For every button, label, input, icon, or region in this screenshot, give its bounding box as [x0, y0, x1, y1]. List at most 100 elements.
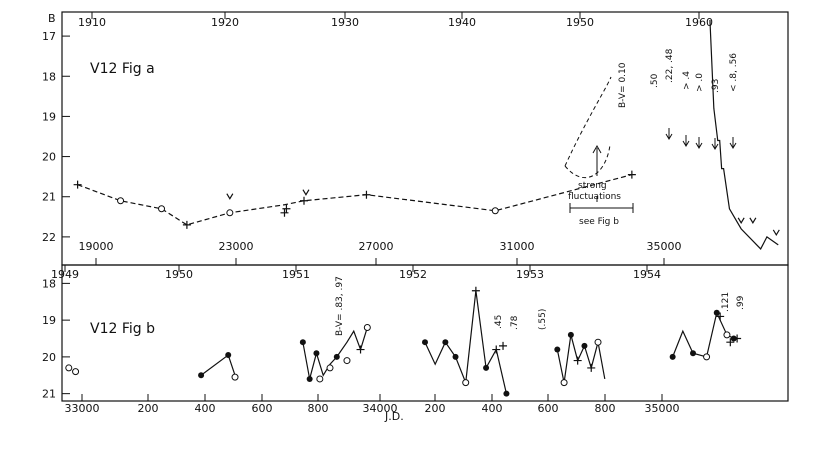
y-tick-label: 21 — [42, 191, 56, 204]
filled-dot-point — [299, 339, 306, 346]
jd-tick-label: 27000 — [359, 240, 394, 253]
open-circle-point — [363, 323, 371, 331]
open-circle-point — [462, 379, 470, 387]
y-tick-label: 20 — [42, 351, 56, 364]
filled-dot-point — [442, 339, 449, 346]
year-tick-label: 1949 — [51, 268, 79, 281]
plus-point — [280, 208, 289, 217]
y-tick-label: 18 — [42, 70, 56, 83]
year-tick-label: 1910 — [78, 16, 106, 29]
bv-label-b: (.55) — [538, 309, 548, 330]
light-curve-line — [556, 334, 606, 383]
jd-tick-label: 600 — [252, 402, 273, 415]
filled-dot-point — [422, 339, 428, 346]
y-tick-label: 19 — [42, 110, 56, 123]
year-tick-label: 1920 — [211, 16, 239, 29]
bv-label-a: < .8, .56 — [729, 53, 739, 92]
filled-dot-point — [567, 331, 574, 338]
filled-dot-point — [690, 350, 697, 357]
year-tick-label: 1950 — [165, 268, 193, 281]
plus-point — [300, 196, 308, 205]
jd-tick-label: 31000 — [500, 240, 535, 253]
open-circle-point — [316, 375, 324, 383]
jd-tick-label: 800 — [308, 402, 329, 415]
filled-dot-point — [313, 350, 320, 357]
y-tick-label: 19 — [42, 314, 56, 327]
jd-tick-label: 400 — [482, 402, 503, 415]
jd-tick-label: 34000 — [363, 402, 398, 415]
plus-point — [492, 345, 501, 354]
fig-a-ylabel: B — [48, 12, 56, 25]
upper-limit-point — [749, 217, 757, 224]
bv-arrow-a — [711, 138, 719, 150]
bv-label-b: .45 — [494, 315, 504, 329]
open-circle-point — [65, 364, 73, 372]
fig-b-frame — [61, 264, 789, 402]
year-tick-label: 1952 — [399, 268, 427, 281]
fig-b-title: V12 Fig b — [90, 321, 155, 337]
year-tick-label: 1930 — [331, 16, 359, 29]
filled-dot-point — [333, 353, 340, 360]
bv-label-b: .121 — [721, 292, 731, 312]
open-circle-point — [231, 373, 239, 381]
jd-tick-label: 19000 — [79, 240, 114, 253]
plus-point — [471, 286, 480, 295]
bv-label-b: .78 — [510, 315, 520, 330]
fig-a-frame — [61, 11, 789, 266]
light-curve-line — [200, 354, 236, 376]
plus-point — [627, 170, 636, 179]
y-tick-label: 18 — [42, 277, 56, 290]
open-circle-point — [158, 205, 166, 213]
open-circle-point — [117, 197, 125, 205]
bv-arrow-a — [665, 128, 673, 140]
bv-arrow-a — [695, 137, 703, 149]
upper-limit-point — [772, 229, 780, 237]
light-curve-line — [77, 174, 633, 226]
plus-point — [573, 356, 582, 365]
fluctuations-label: strong fluctuations — [568, 181, 621, 202]
filled-dot-point — [503, 390, 510, 397]
see-fig-b-label: see Fig b — [579, 217, 619, 227]
year-tick-label: 1960 — [685, 16, 713, 29]
fig-a-title: V12 Fig a — [90, 61, 155, 77]
filled-dot-point — [452, 353, 459, 360]
jd-tick-label: 33000 — [65, 402, 100, 415]
fig-b-plot-layer: 18 19 20 21 1949 1950 1951 1952 1953 1954 33000 200… — [42, 265, 742, 415]
bv-label-b: B-V= .83, .97 — [335, 276, 345, 336]
jd-tick-label: 23000 — [219, 240, 254, 253]
jd-tick-label: 200 — [138, 402, 159, 415]
bv-label-a: > .0 — [695, 73, 705, 92]
fig-b-bv-annotations: B-V= .83, .97 .45 .78 (.55) .121 .99 — [335, 276, 746, 336]
year-tick-label: 1950 — [566, 16, 594, 29]
filled-dot-point — [669, 353, 676, 360]
fig-a-bv-annotations: B-V= 0.10 .50 .22, .48 > .4 > .0 .93 < .8, .56 — [618, 48, 739, 150]
open-circle-point — [326, 364, 334, 372]
plus-point — [362, 190, 371, 199]
open-circle-point — [703, 353, 711, 361]
bv-arrow-a — [729, 137, 737, 149]
open-circle-point — [226, 209, 234, 217]
jd-tick-label: 600 — [538, 402, 559, 415]
y-tick-label: 22 — [42, 231, 56, 244]
open-circle-point — [72, 368, 80, 376]
year-tick-label: 1953 — [516, 268, 544, 281]
bv-label-a: .93 — [711, 79, 721, 93]
fluctuations-envelope — [564, 76, 612, 179]
filled-dot-point — [483, 364, 490, 371]
bv-label-a: > .4 — [682, 71, 692, 90]
bv-label-b: .99 — [736, 295, 746, 310]
bv-label-a: B-V= 0.10 — [618, 62, 628, 108]
light-curve-line — [424, 290, 508, 394]
year-tick-label: 1940 — [448, 16, 476, 29]
upper-limit-point — [226, 193, 234, 200]
bv-label-a: .50 — [650, 73, 660, 88]
plus-point — [733, 334, 742, 343]
jd-tick-label: 35000 — [645, 402, 680, 415]
open-circle-point — [491, 207, 499, 215]
plus-point — [182, 220, 191, 229]
plus-point — [587, 363, 596, 372]
filled-dot-point — [198, 372, 205, 379]
plus-point — [726, 338, 735, 347]
filled-dot-point — [225, 352, 232, 359]
